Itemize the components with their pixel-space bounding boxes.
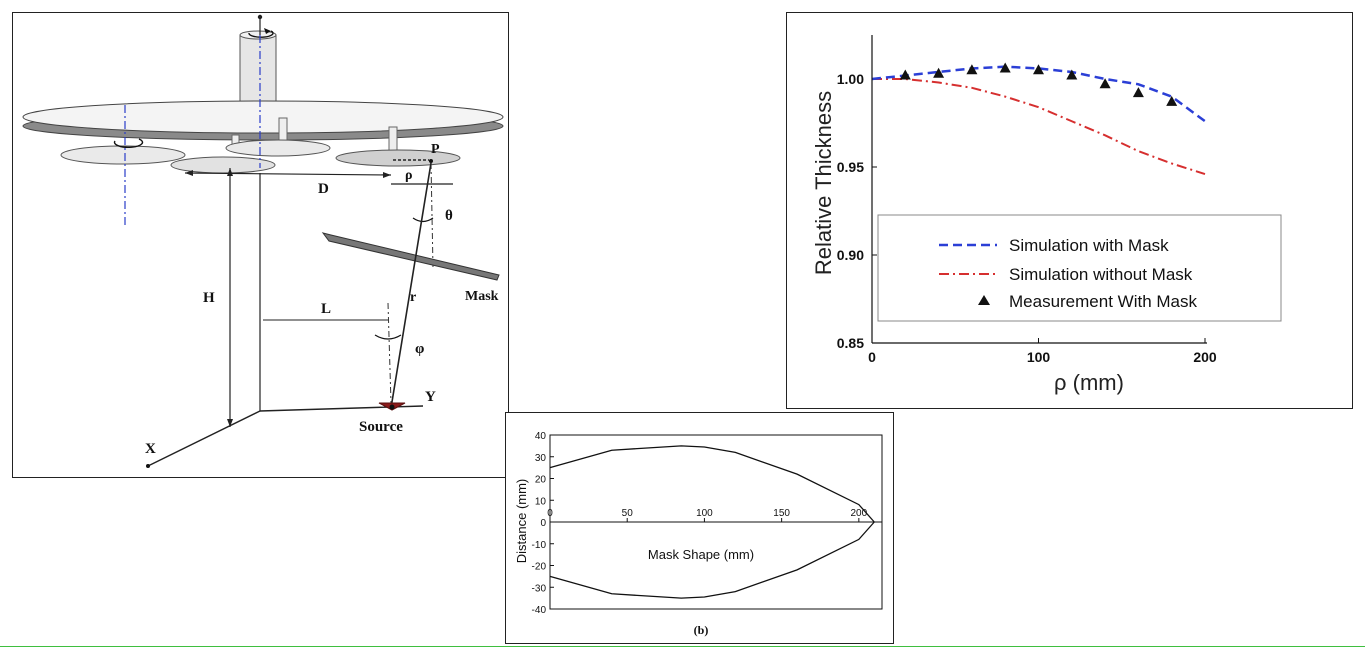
label-phi: φ [415,341,424,357]
relative-thickness-panel: 0.85 0.90 0.95 1.00 0 100 200 Relative Thickne… [786,12,1353,409]
x-tick-label: 200 [1193,349,1217,365]
measurement-point-icon [1066,69,1078,80]
arrowhead-icon [185,170,193,176]
label-x: X [145,441,156,457]
legend-box [877,214,1282,322]
x-tick-label: 200 [850,508,867,519]
x-axis-end-dot [146,464,150,468]
central-shaft [239,34,277,106]
series-line-with-mask [871,65,1206,123]
measurement-point-icon [933,67,945,78]
y-axis-title: Distance (mm) [514,479,529,564]
x-tick-label: 0 [547,508,553,519]
x-axis-line [147,410,261,467]
series-group [549,445,875,599]
main-disc [22,100,504,134]
apparatus-schematic-panel: D ρ P θ Mask r φ L H Y X [12,12,509,478]
pillar [278,117,288,143]
measurement-point-icon [1132,87,1144,98]
tick-group: 0.85 0.90 0.95 1.00 0 100 200 [837,71,1217,365]
label-theta: θ [445,208,453,224]
y-tick-label: -10 [532,540,547,551]
x-tick-label: 0 [868,349,876,365]
x-tick-label: 100 [696,508,713,519]
label-d: D [318,181,329,197]
y-tick-label: 0.95 [837,159,864,175]
legend-label-with-mask: Simulation with Mask [1009,236,1169,255]
label-source: Source [359,419,403,435]
phi-reference-line [387,302,392,404]
arrowhead-icon [227,168,233,176]
main-rotation-arrowhead-icon [264,28,271,34]
point-p-dot [429,159,433,163]
label-r: r [410,290,416,305]
arrowhead-icon [227,419,233,427]
label-rho: ρ [405,168,413,183]
series-line-without-mask [872,78,1206,175]
phi-arc [374,334,402,340]
substrate-holder-center [225,139,331,157]
y-tick-label: -40 [532,605,547,616]
theta-arc [412,217,434,223]
series-group [871,62,1206,175]
bottom-divider [0,646,1365,647]
label-p: P [431,142,440,157]
label-mask: Mask [465,289,499,304]
mask-plate [321,232,500,281]
x-tick-label: 100 [1027,349,1051,365]
measurement-point-icon [999,62,1011,73]
measurement-point-icon [966,64,978,75]
y-tick-label: -20 [532,562,547,573]
panel-caption: (b) [694,623,709,637]
x-tick-label: 50 [622,508,634,519]
measurement-point-icon [1166,95,1178,106]
main-rotation-arrow-icon [248,30,274,38]
y-tick-label: 40 [535,431,547,442]
legend-label-measurement: Measurement With Mask [1009,292,1197,311]
y-axis-title: Relative Thickness [811,91,836,275]
label-h: H [203,290,215,306]
source-dot [389,404,395,410]
axis-end-dot [257,14,263,20]
y-tick-label: 0 [540,518,546,529]
ray-r [390,162,432,409]
y-tick-label: 0.90 [837,247,864,263]
apparatus-schematic: D ρ P θ Mask r φ L H Y X [22,14,504,468]
measurement-point-icon [899,69,911,80]
mask-upper-contour [549,445,875,523]
y-tick-label: 20 [535,475,547,486]
mask-shape-panel: 40 30 20 10 0 -10 -20 -30 -40 0 50 100 150 200 Mask S… [505,412,894,644]
x-tick-label: 150 [773,508,790,519]
legend-swatch-measurement-icon [978,295,990,305]
label-y: Y [425,389,436,405]
planet-rotation-arrow-icon [113,138,144,148]
measurement-point-icon [1099,78,1111,89]
x-axis-title: ρ (mm) [1054,370,1124,395]
arrowhead-icon [383,172,391,178]
substrate-holder-left [60,145,186,165]
x-axis-title: Mask Shape (mm) [648,547,754,562]
d-dimension-line [184,172,392,176]
legend-label-without-mask: Simulation without Mask [1009,265,1193,284]
label-l: L [321,301,331,317]
substrate-holder-right [335,149,461,167]
y-tick-label: 0.85 [837,335,864,351]
y-tick-label: 1.00 [837,71,864,87]
relative-thickness-chart: 0.85 0.90 0.95 1.00 0 100 200 Relative Thickne… [811,35,1282,395]
theta-reference-line [430,162,434,269]
mask-lower-contour [549,521,875,599]
y-tick-label: -30 [532,583,547,594]
pillar [388,126,398,152]
y-tick-label: 30 [535,453,547,464]
y-tick-label: 10 [535,496,547,507]
measurement-point-icon [1033,64,1044,75]
